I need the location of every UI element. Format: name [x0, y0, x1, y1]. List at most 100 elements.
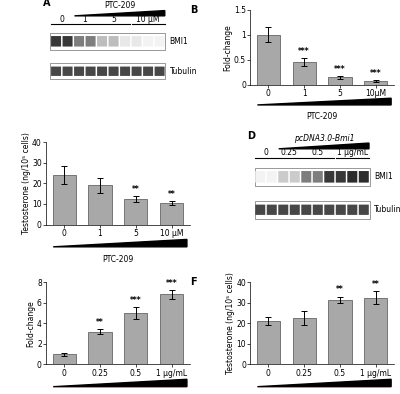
Bar — [292, 318, 316, 364]
Text: BMI1: BMI1 — [374, 172, 393, 181]
Bar — [292, 62, 316, 85]
Text: 0.5: 0.5 — [312, 149, 324, 158]
Bar — [254, 201, 370, 219]
Bar — [257, 35, 280, 85]
FancyBboxPatch shape — [97, 36, 107, 46]
FancyBboxPatch shape — [108, 36, 118, 46]
FancyBboxPatch shape — [143, 67, 153, 76]
Text: 0: 0 — [264, 149, 268, 158]
FancyBboxPatch shape — [108, 67, 118, 76]
Text: B: B — [190, 6, 197, 15]
Bar — [52, 354, 76, 364]
Bar — [88, 331, 112, 364]
Bar — [160, 294, 183, 364]
Text: 1: 1 — [82, 15, 87, 24]
Polygon shape — [53, 379, 187, 387]
FancyBboxPatch shape — [143, 36, 153, 46]
FancyBboxPatch shape — [51, 36, 61, 46]
FancyBboxPatch shape — [290, 204, 300, 215]
Y-axis label: Testosterone (ng/10⁵ cells): Testosterone (ng/10⁵ cells) — [22, 132, 31, 234]
Text: BMI1: BMI1 — [170, 37, 188, 46]
FancyBboxPatch shape — [120, 36, 130, 46]
Text: ***: *** — [370, 69, 382, 78]
Text: **: ** — [168, 190, 176, 199]
Text: ***: *** — [130, 296, 142, 305]
Bar — [124, 199, 148, 225]
Bar — [328, 299, 352, 364]
FancyBboxPatch shape — [132, 36, 142, 46]
Bar — [364, 81, 388, 85]
Text: **: ** — [336, 285, 344, 294]
Polygon shape — [257, 379, 391, 387]
Polygon shape — [74, 11, 165, 16]
FancyBboxPatch shape — [62, 67, 72, 76]
Bar — [254, 168, 370, 186]
Text: Tubulin: Tubulin — [374, 205, 400, 214]
FancyBboxPatch shape — [347, 204, 357, 215]
FancyBboxPatch shape — [86, 36, 96, 46]
Text: 1 μg/mL: 1 μg/mL — [337, 149, 368, 158]
Bar — [364, 297, 388, 364]
Text: 5: 5 — [111, 15, 116, 24]
Text: **: ** — [372, 280, 380, 289]
Y-axis label: Fold-change: Fold-change — [224, 24, 232, 71]
FancyBboxPatch shape — [132, 67, 142, 76]
Text: **: ** — [132, 185, 140, 194]
FancyBboxPatch shape — [336, 171, 346, 182]
Bar — [52, 175, 76, 225]
Bar — [50, 63, 165, 80]
FancyBboxPatch shape — [255, 204, 265, 215]
FancyBboxPatch shape — [301, 171, 311, 182]
FancyBboxPatch shape — [267, 171, 277, 182]
FancyBboxPatch shape — [120, 67, 130, 76]
Text: F: F — [190, 277, 196, 287]
FancyBboxPatch shape — [359, 171, 369, 182]
Text: PTC-209: PTC-209 — [306, 112, 338, 121]
Text: A: A — [43, 0, 51, 8]
Text: Tubulin: Tubulin — [170, 67, 197, 76]
FancyBboxPatch shape — [97, 67, 107, 76]
FancyBboxPatch shape — [278, 204, 288, 215]
FancyBboxPatch shape — [347, 171, 357, 182]
FancyBboxPatch shape — [154, 67, 165, 76]
Text: ***: *** — [166, 279, 178, 288]
FancyBboxPatch shape — [62, 36, 72, 46]
FancyBboxPatch shape — [324, 204, 334, 215]
Y-axis label: Testosterone (ng/10⁵ cells): Testosterone (ng/10⁵ cells) — [226, 272, 235, 374]
FancyBboxPatch shape — [324, 171, 334, 182]
Text: ***: *** — [334, 65, 346, 74]
FancyBboxPatch shape — [154, 36, 165, 46]
Polygon shape — [53, 240, 187, 247]
FancyBboxPatch shape — [359, 204, 369, 215]
Text: PTC-209: PTC-209 — [102, 255, 134, 264]
FancyBboxPatch shape — [278, 171, 288, 182]
FancyBboxPatch shape — [74, 67, 84, 76]
FancyBboxPatch shape — [290, 171, 300, 182]
Text: **: ** — [96, 318, 104, 327]
FancyBboxPatch shape — [336, 204, 346, 215]
Text: ***: *** — [298, 47, 310, 56]
Text: 10 μM: 10 μM — [136, 15, 160, 24]
Text: 0: 0 — [59, 15, 64, 24]
FancyBboxPatch shape — [86, 67, 96, 76]
Y-axis label: Fold-change: Fold-change — [26, 300, 36, 347]
Text: D: D — [247, 130, 255, 141]
FancyBboxPatch shape — [267, 204, 277, 215]
Bar — [124, 313, 148, 364]
Bar — [160, 203, 183, 225]
FancyBboxPatch shape — [313, 204, 323, 215]
FancyBboxPatch shape — [51, 67, 61, 76]
Text: PTC-209: PTC-209 — [104, 1, 135, 10]
Text: pcDNA3.0-Bmi1: pcDNA3.0-Bmi1 — [294, 134, 354, 143]
Bar — [50, 33, 165, 50]
Text: 0.25: 0.25 — [280, 149, 298, 158]
FancyBboxPatch shape — [74, 36, 84, 46]
Bar — [257, 321, 280, 364]
Bar — [88, 186, 112, 225]
Polygon shape — [279, 143, 369, 149]
FancyBboxPatch shape — [301, 204, 311, 215]
FancyBboxPatch shape — [313, 171, 323, 182]
FancyBboxPatch shape — [255, 171, 265, 182]
Polygon shape — [257, 98, 391, 105]
Bar — [328, 77, 352, 85]
